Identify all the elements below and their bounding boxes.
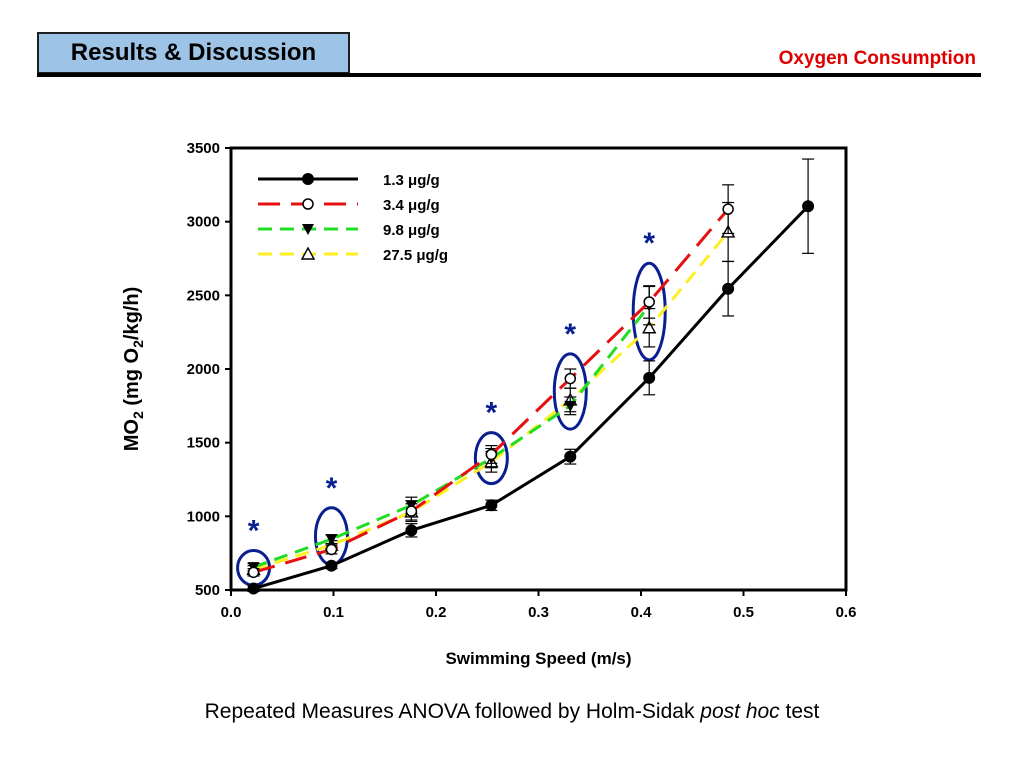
series-line-3-4-g-g xyxy=(253,208,730,574)
significance-star: * xyxy=(643,227,655,260)
data-point xyxy=(642,320,657,334)
series-line-1-3-g-g xyxy=(253,205,810,590)
y-tick-label: 2500 xyxy=(187,287,220,304)
data-point xyxy=(564,450,577,463)
x-axis-label: Swimming Speed (m/s) xyxy=(445,649,631,668)
footnote-italic: post hoc xyxy=(700,700,780,723)
x-tick-label: 0.2 xyxy=(426,604,447,621)
y-tick-label: 3500 xyxy=(187,140,220,157)
y-tick-label: 500 xyxy=(195,582,220,599)
legend-label: 1.3 μg/g xyxy=(383,172,440,189)
data-point xyxy=(247,566,260,579)
legend-marker xyxy=(302,173,314,185)
data-point xyxy=(405,505,418,517)
legend-label: 3.4 μg/g xyxy=(383,197,440,214)
y-tick-label: 1000 xyxy=(187,508,220,525)
data-point xyxy=(802,200,815,213)
plot-frame xyxy=(229,146,848,592)
x-tick-label: 0.3 xyxy=(528,604,549,621)
significance-star: * xyxy=(326,472,338,505)
legend-label: 9.8 μg/g xyxy=(383,222,440,239)
data-point xyxy=(564,372,577,385)
data-point xyxy=(564,400,577,412)
footnote-text: Repeated Measures ANOVA followed by Holm… xyxy=(204,700,701,723)
page-title: Results & Discussion xyxy=(70,39,317,66)
y-tick-label: 3000 xyxy=(187,214,220,231)
significance-star: * xyxy=(564,318,576,351)
footnote-text-end: test xyxy=(779,700,820,723)
significance-ellipse xyxy=(631,261,667,362)
data-point xyxy=(247,582,260,595)
footnote: Repeated Measures ANOVA followed by Holm… xyxy=(0,700,1024,724)
legend-marker xyxy=(302,224,314,235)
data-point xyxy=(722,282,735,295)
data-point xyxy=(485,499,498,512)
data-point xyxy=(485,448,498,461)
y-axis-label: MO2 (mg O2/kg/h) xyxy=(121,287,146,452)
data-point xyxy=(643,296,655,308)
legend-marker xyxy=(300,246,316,260)
legend-marker xyxy=(302,198,314,210)
title-box: Results & Discussion xyxy=(37,32,350,74)
y-tick-label: 2000 xyxy=(187,361,220,378)
section-label: Oxygen Consumption xyxy=(778,48,976,69)
x-tick-label: 0.6 xyxy=(836,604,857,621)
data-point xyxy=(722,203,734,215)
data-point xyxy=(325,534,338,546)
data-point xyxy=(325,543,338,556)
y-tick-label: 1500 xyxy=(187,435,220,452)
legend-label: 27.5 μg/g xyxy=(383,247,448,264)
x-tick-label: 0.4 xyxy=(631,604,653,621)
data-point xyxy=(405,524,418,537)
x-tick-label: 0.0 xyxy=(221,604,242,621)
series-line-9-8-g-g xyxy=(253,304,651,569)
significance-ellipse xyxy=(473,431,509,486)
significance-star: * xyxy=(486,397,498,430)
x-tick-label: 0.1 xyxy=(323,604,344,621)
data-point xyxy=(325,559,338,572)
significance-ellipse xyxy=(552,352,588,431)
data-point xyxy=(643,371,656,384)
significance-star: * xyxy=(248,515,260,548)
x-tick-label: 0.5 xyxy=(733,604,754,621)
title-underline xyxy=(37,73,981,77)
